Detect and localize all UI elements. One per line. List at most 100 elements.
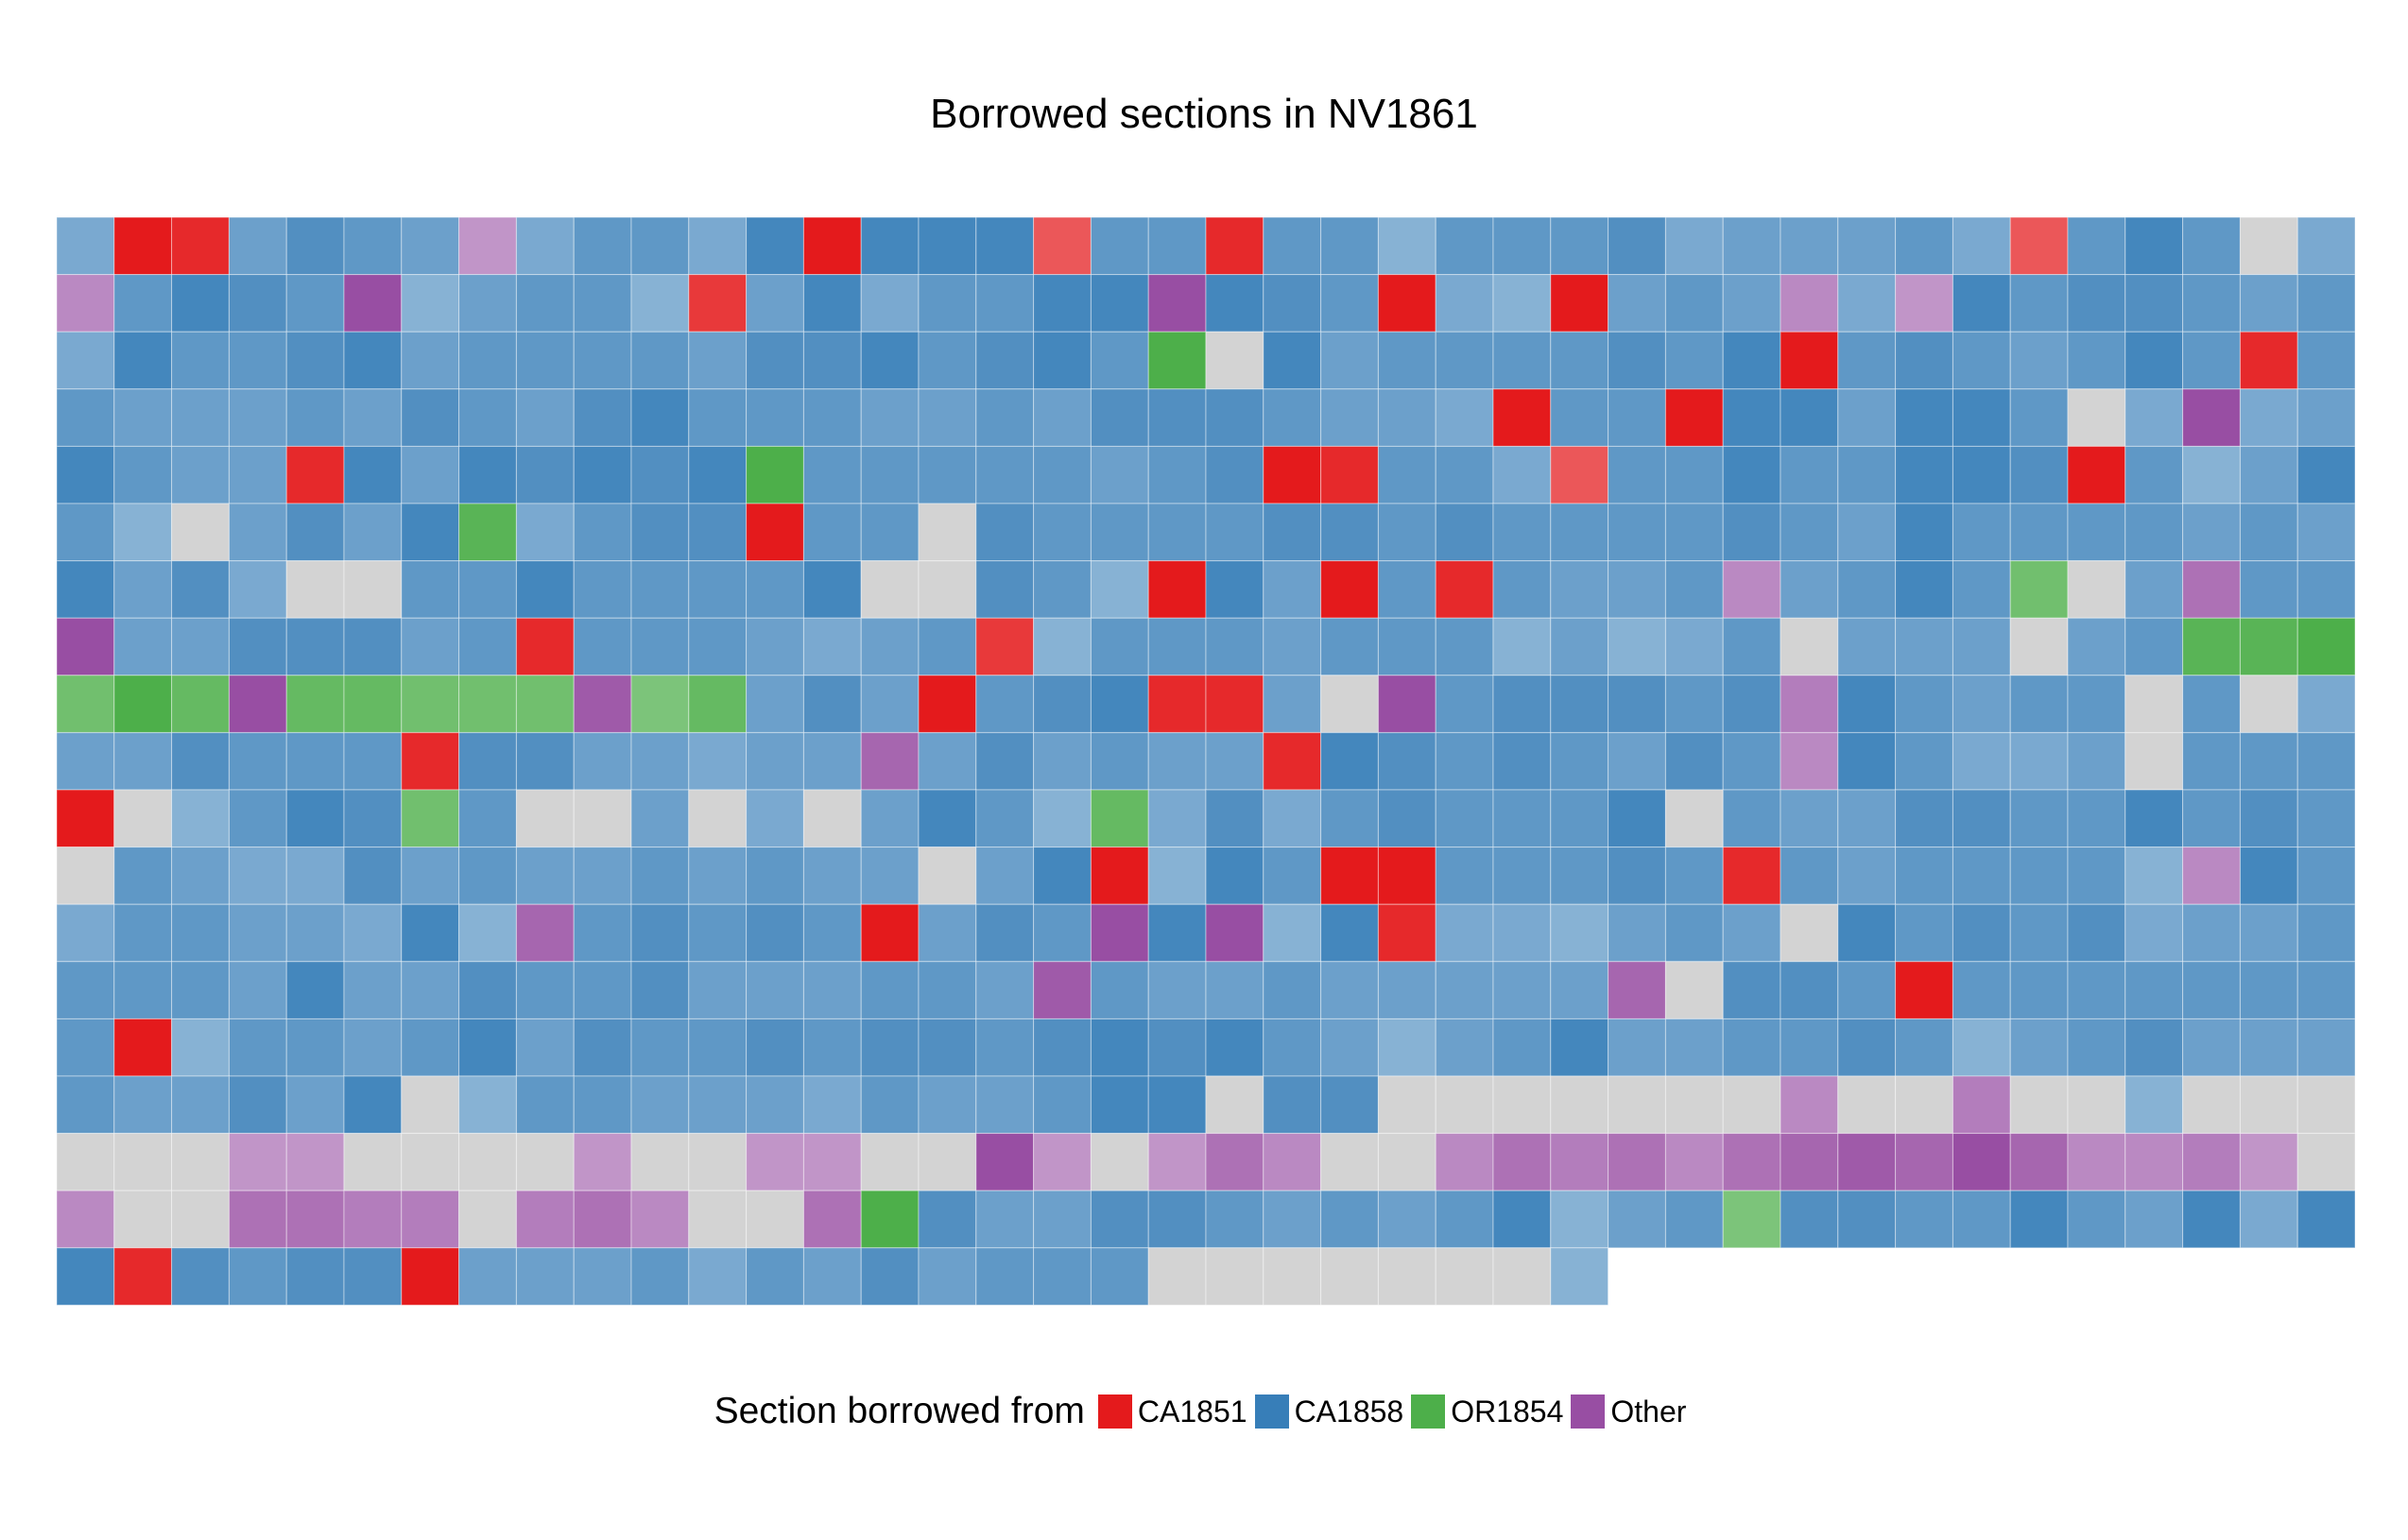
heatmap-cell bbox=[2296, 1133, 2356, 1191]
heatmap-cell bbox=[171, 617, 230, 676]
heatmap-cell bbox=[573, 1018, 632, 1077]
heatmap-cell bbox=[515, 1018, 575, 1077]
heatmap-cell bbox=[2124, 1133, 2184, 1191]
heatmap-cell bbox=[2296, 274, 2356, 333]
heatmap-cell bbox=[2124, 1018, 2184, 1077]
heatmap-cell bbox=[2124, 274, 2184, 333]
heatmap-cell bbox=[918, 1133, 977, 1191]
heatmap-cell bbox=[975, 903, 1035, 963]
heatmap-cell bbox=[2009, 961, 2069, 1019]
heatmap-cell bbox=[1895, 388, 1953, 447]
heatmap-cell bbox=[113, 903, 173, 963]
heatmap-cell bbox=[401, 1133, 460, 1191]
heatmap-cell bbox=[458, 1247, 517, 1306]
heatmap-cell bbox=[1492, 274, 1552, 333]
heatmap-cell bbox=[458, 1133, 517, 1191]
heatmap-cell bbox=[573, 1075, 632, 1135]
heatmap-cell bbox=[2182, 388, 2241, 447]
heatmap-cell bbox=[285, 1018, 345, 1077]
heatmap-cell bbox=[1837, 331, 1897, 390]
heatmap-cell bbox=[343, 445, 403, 505]
heatmap-cell bbox=[802, 1075, 862, 1135]
heatmap-cell bbox=[1492, 1247, 1552, 1306]
heatmap-cell bbox=[802, 274, 862, 333]
legend-label: CA1858 bbox=[1294, 1394, 1404, 1429]
heatmap-cell bbox=[802, 961, 862, 1019]
heatmap-cell bbox=[2239, 445, 2298, 505]
heatmap-cell bbox=[1320, 388, 1379, 447]
heatmap-cell bbox=[802, 503, 862, 562]
heatmap-cell bbox=[2239, 961, 2298, 1019]
heatmap-cell bbox=[1837, 503, 1897, 562]
heatmap-cell bbox=[1205, 1075, 1264, 1135]
heatmap-cell bbox=[573, 1189, 632, 1249]
heatmap-cell bbox=[1090, 1018, 1149, 1077]
heatmap-cell bbox=[171, 903, 230, 963]
heatmap-cell bbox=[1205, 1189, 1264, 1249]
heatmap-cell bbox=[1895, 1018, 1953, 1077]
heatmap-cell bbox=[2296, 903, 2356, 963]
heatmap-cell bbox=[1492, 617, 1552, 676]
heatmap-cell bbox=[1090, 1247, 1149, 1306]
heatmap-cell bbox=[343, 675, 403, 733]
heatmap-cell bbox=[630, 675, 690, 733]
heatmap-cell bbox=[515, 560, 575, 619]
heatmap-cell bbox=[1608, 503, 1666, 562]
heatmap-cell bbox=[1033, 274, 1092, 333]
heatmap-cell bbox=[285, 789, 345, 848]
heatmap-cell bbox=[1263, 1189, 1322, 1249]
heatmap-cell bbox=[802, 388, 862, 447]
heatmap-cell bbox=[2182, 331, 2241, 390]
heatmap-cell bbox=[573, 560, 632, 619]
heatmap-cell bbox=[515, 847, 575, 905]
heatmap-cell bbox=[802, 847, 862, 905]
heatmap-cell bbox=[1895, 1189, 1953, 1249]
heatmap-cell bbox=[1205, 847, 1264, 905]
heatmap-cell bbox=[2009, 274, 2069, 333]
heatmap-cell bbox=[515, 445, 575, 505]
heatmap-cell bbox=[228, 1018, 287, 1077]
heatmap-cell bbox=[1608, 1018, 1666, 1077]
heatmap-cell bbox=[2296, 847, 2356, 905]
heatmap-cell bbox=[2067, 1075, 2126, 1135]
heatmap-cell bbox=[2067, 274, 2126, 333]
heatmap-cell bbox=[515, 789, 575, 848]
heatmap-cell bbox=[1722, 445, 1781, 505]
heatmap-cell bbox=[746, 1133, 804, 1191]
heatmap-cell bbox=[2009, 1189, 2069, 1249]
heatmap-cell bbox=[1608, 847, 1666, 905]
heatmap-cell bbox=[860, 1189, 920, 1249]
heatmap-cell bbox=[343, 1247, 403, 1306]
heatmap-cell bbox=[171, 388, 230, 447]
heatmap-cell bbox=[343, 731, 403, 791]
heatmap-cell bbox=[171, 961, 230, 1019]
heatmap-cell bbox=[688, 847, 748, 905]
heatmap-cell bbox=[1780, 445, 1839, 505]
heatmap-cell bbox=[458, 731, 517, 791]
heatmap-cell bbox=[515, 617, 575, 676]
heatmap-cell bbox=[1780, 274, 1839, 333]
heatmap-cell bbox=[1550, 560, 1609, 619]
heatmap-cell bbox=[688, 675, 748, 733]
heatmap-cell bbox=[515, 731, 575, 791]
heatmap-cell bbox=[1147, 445, 1207, 505]
heatmap-cell bbox=[228, 445, 287, 505]
heatmap-cell bbox=[1147, 1075, 1207, 1135]
heatmap-cell bbox=[1722, 847, 1781, 905]
heatmap-cell bbox=[1263, 560, 1322, 619]
heatmap-cell bbox=[860, 961, 920, 1019]
heatmap-cell bbox=[573, 503, 632, 562]
heatmap-cell bbox=[1147, 331, 1207, 390]
heatmap-cell bbox=[918, 560, 977, 619]
heatmap-cell bbox=[1377, 847, 1436, 905]
heatmap-cell bbox=[2182, 1189, 2241, 1249]
heatmap-cell bbox=[1263, 903, 1322, 963]
heatmap-cell bbox=[1377, 503, 1436, 562]
heatmap-cell bbox=[56, 731, 115, 791]
heatmap-cell bbox=[458, 503, 517, 562]
heatmap-cell bbox=[1320, 1018, 1379, 1077]
heatmap-cell bbox=[401, 731, 460, 791]
heatmap-cell bbox=[1033, 961, 1092, 1019]
heatmap-cell bbox=[1377, 560, 1436, 619]
heatmap-cell bbox=[458, 274, 517, 333]
